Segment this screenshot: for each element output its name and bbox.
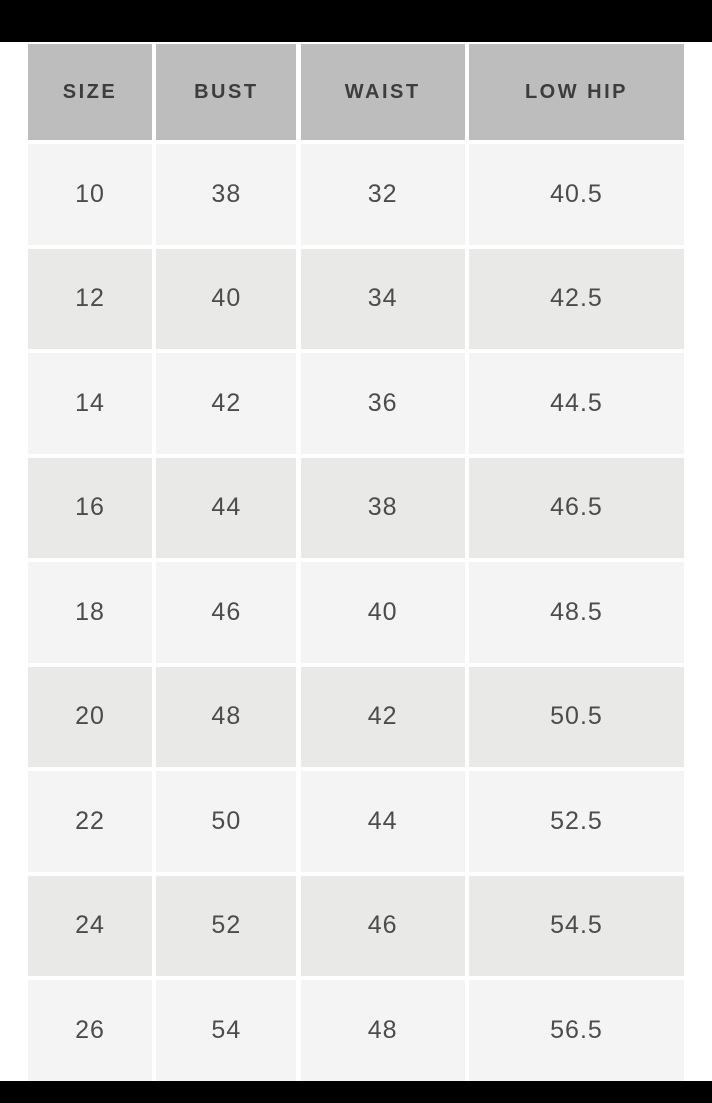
table-cell: 48 xyxy=(300,980,465,1081)
table-cell: 46 xyxy=(156,562,297,663)
table-cell: 44 xyxy=(300,771,465,872)
table-cell: 48 xyxy=(156,666,297,767)
column-header-waist: WAIST xyxy=(300,44,465,140)
table-cell: 26 xyxy=(28,980,152,1081)
table-cell: 52.5 xyxy=(468,771,684,872)
table-cell: 42.5 xyxy=(468,248,684,349)
table-cell: 44 xyxy=(156,457,297,558)
table-cell: 40.5 xyxy=(468,144,684,245)
table-cell: 42 xyxy=(156,353,297,454)
table-cell: 54.5 xyxy=(468,875,684,976)
top-letterbox-bar xyxy=(0,0,712,42)
table-cell: 50.5 xyxy=(468,666,684,767)
table-cell: 34 xyxy=(300,248,465,349)
table-cell: 36 xyxy=(300,353,465,454)
table-cell: 46 xyxy=(300,875,465,976)
table-cell: 32 xyxy=(300,144,465,245)
table-cell: 16 xyxy=(28,457,152,558)
table-cell: 46.5 xyxy=(468,457,684,558)
column-header-bust: BUST xyxy=(156,44,297,140)
table-cell: 10 xyxy=(28,144,152,245)
table-cell: 14 xyxy=(28,353,152,454)
table-cell: 52 xyxy=(156,875,297,976)
table-cell: 56.5 xyxy=(468,980,684,1081)
table-cell: 38 xyxy=(300,457,465,558)
table-cell: 54 xyxy=(156,980,297,1081)
bottom-letterbox-bar xyxy=(0,1081,712,1103)
table-cell: 22 xyxy=(28,771,152,872)
table-cell: 42 xyxy=(300,666,465,767)
table-cell: 38 xyxy=(156,144,297,245)
size-chart-table: SIZE BUST WAIST LOW HIP 10 38 32 40.5 12 40 34 42.5… xyxy=(28,44,684,1081)
table-cell: 12 xyxy=(28,248,152,349)
column-header-size: SIZE xyxy=(28,44,152,140)
table-cell: 44.5 xyxy=(468,353,684,454)
table-cell: 48.5 xyxy=(468,562,684,663)
table-cell: 24 xyxy=(28,875,152,976)
table-cell: 20 xyxy=(28,666,152,767)
column-header-low-hip: LOW HIP xyxy=(468,44,684,140)
table-cell: 18 xyxy=(28,562,152,663)
table-cell: 50 xyxy=(156,771,297,872)
table-cell: 40 xyxy=(300,562,465,663)
table-cell: 40 xyxy=(156,248,297,349)
